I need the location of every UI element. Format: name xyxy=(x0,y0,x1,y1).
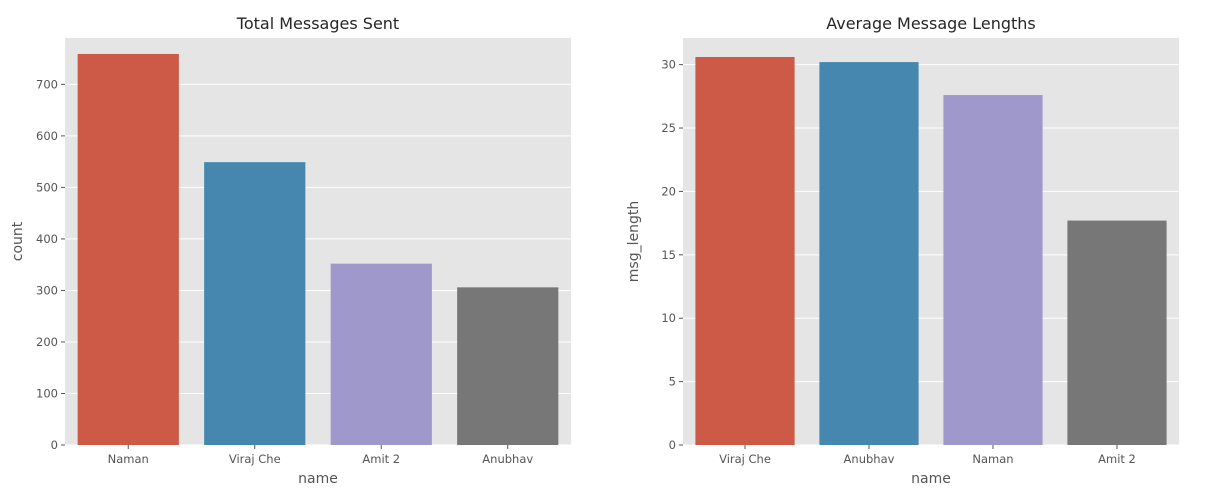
x-tick-label: Amit 2 xyxy=(362,452,400,466)
y-tick-label: 5 xyxy=(669,375,676,389)
y-tick-label: 15 xyxy=(661,248,676,262)
x-tick-label: Amit 2 xyxy=(1098,452,1136,466)
x-tick-label: Anubhav xyxy=(482,452,533,466)
y-tick-label: 600 xyxy=(36,129,58,143)
x-axis-label: name xyxy=(911,471,951,487)
bar-amit-2 xyxy=(1067,220,1167,445)
y-tick-label: 300 xyxy=(36,283,58,297)
x-tick-label: Naman xyxy=(108,452,149,466)
x-tick-label: Naman xyxy=(972,452,1013,466)
bar-anubhav xyxy=(819,62,919,446)
y-tick-label: 30 xyxy=(661,58,676,72)
y-tick-label: 400 xyxy=(36,232,58,246)
y-tick-label: 0 xyxy=(669,438,676,452)
y-tick-label: 10 xyxy=(661,311,676,325)
y-axis-label: msg_length xyxy=(626,201,642,282)
y-axis-label: count xyxy=(10,221,26,261)
chart-title: Average Message Lengths xyxy=(826,14,1036,33)
x-axis-label: name xyxy=(298,471,338,487)
x-tick-label: Viraj Che xyxy=(229,452,281,466)
bar-viraj-che xyxy=(695,57,795,446)
x-tick-label: Viraj Che xyxy=(719,452,771,466)
chart-title: Total Messages Sent xyxy=(236,14,399,33)
y-tick-label: 500 xyxy=(36,180,58,194)
bar-amit-2 xyxy=(330,263,432,445)
bar-naman xyxy=(77,53,179,445)
y-tick-label: 700 xyxy=(36,77,58,91)
y-tick-label: 200 xyxy=(36,335,58,349)
chart-2: 0 5 10 15 20 25 30 Viraj Che Anubhav Naman Amit 2 A… xyxy=(626,14,1179,487)
x-tick-label: Anubhav xyxy=(844,452,895,466)
y-tick-label: 25 xyxy=(661,121,676,135)
y-tick-label: 20 xyxy=(661,184,676,198)
y-tick-label: 0 xyxy=(51,438,58,452)
bar-naman xyxy=(943,95,1043,445)
bar-viraj-che xyxy=(204,162,306,445)
chart-1: 0 100 200 300 400 500 600 700 Naman Viraj Che Amit… xyxy=(10,14,571,487)
y-tick-label: 100 xyxy=(36,386,58,400)
bar-anubhav xyxy=(457,287,559,445)
